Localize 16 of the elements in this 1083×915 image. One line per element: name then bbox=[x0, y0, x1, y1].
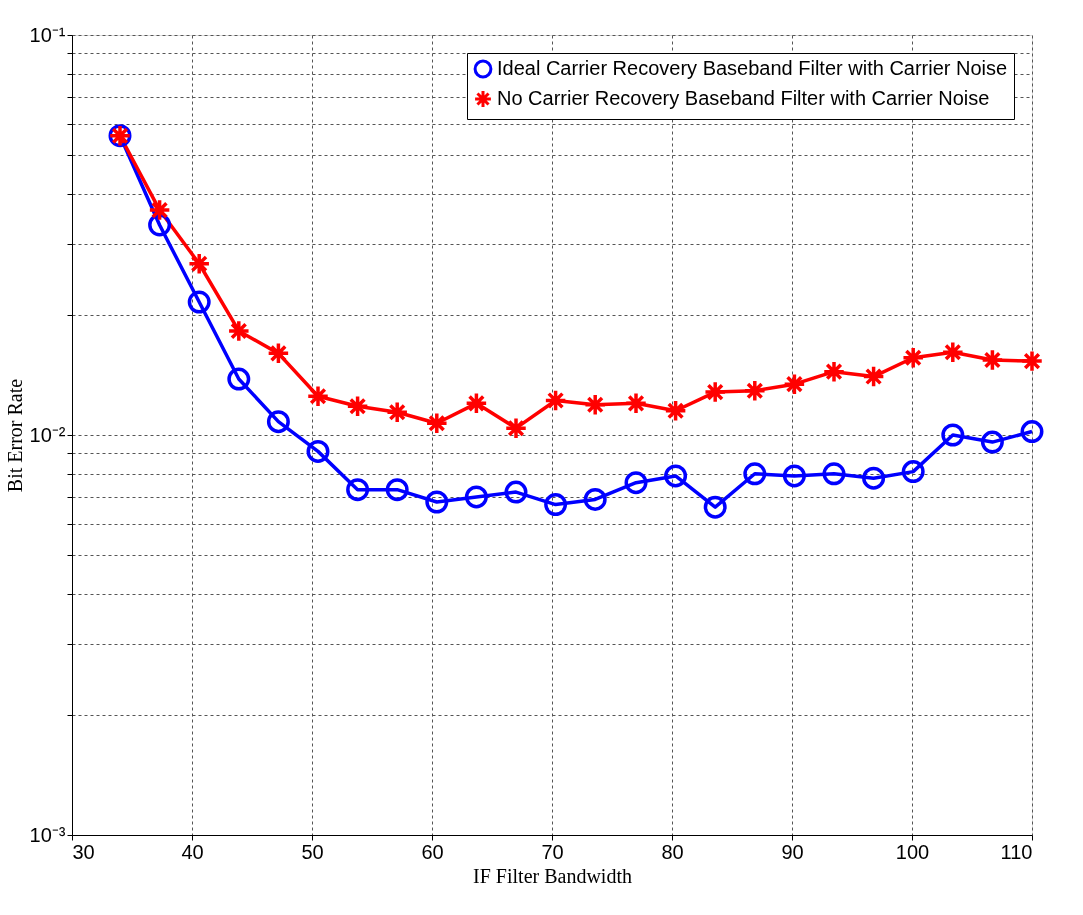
legend-label: Ideal Carrier Recovery Baseband Filter with Carrier Noise bbox=[497, 57, 1008, 79]
y-tick-label: 10⁻² bbox=[29, 423, 66, 446]
x-tick-label: 60 bbox=[421, 840, 444, 863]
legend-label: No Carrier Recovery Baseband Filter with Carrier Noise bbox=[497, 87, 990, 109]
x-tick-label: 100 bbox=[895, 840, 930, 863]
x-tick-label: 40 bbox=[181, 840, 204, 863]
x-tick-label: 90 bbox=[781, 840, 804, 863]
x-tick-label: 80 bbox=[661, 840, 684, 863]
y-tick-label: 10⁻¹ bbox=[29, 23, 66, 46]
x-tick-label: 110 bbox=[1000, 840, 1033, 863]
x-tick-label: 70 bbox=[541, 840, 564, 863]
y-tick-label: 10⁻³ bbox=[29, 823, 66, 846]
x-axis-title: IF Filter Bandwidth bbox=[473, 864, 632, 887]
y-axis-title: Bit Error Rate bbox=[3, 378, 26, 493]
x-tick-label: 50 bbox=[301, 840, 324, 863]
x-tick-label: 30 bbox=[72, 840, 95, 863]
